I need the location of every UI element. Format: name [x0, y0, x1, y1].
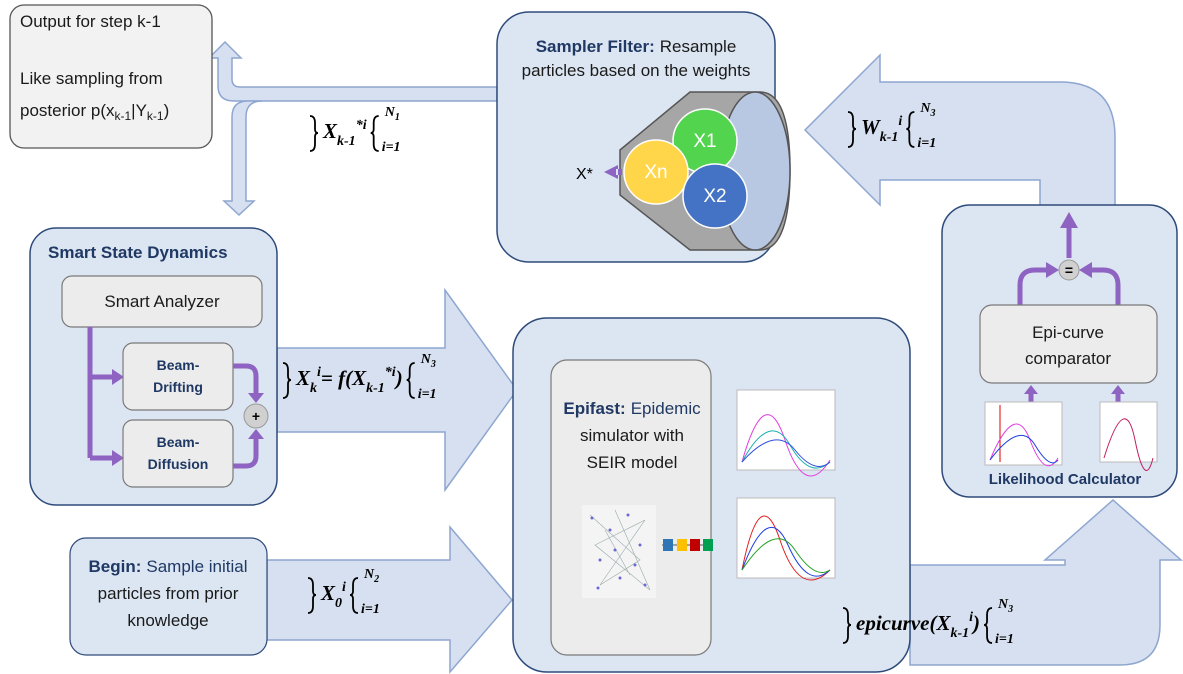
math-subscript: k [310, 381, 317, 396]
diagram: Output for step k-1 Like sampling from p… [0, 0, 1183, 674]
math-lower-limit: i=1 [361, 602, 380, 617]
text: ) [164, 101, 170, 120]
brace [371, 116, 379, 151]
begin-label: Begin: [89, 557, 142, 576]
epifast-line: SEIR model [587, 453, 678, 472]
math-expression: Xk-1*i [322, 118, 367, 149]
text: posterior p(x [20, 101, 115, 120]
text: |Y [131, 101, 147, 120]
epifast-line: Epifast: Epidemic [563, 399, 701, 418]
math-subscript: 0 [335, 596, 342, 611]
output-line: Like sampling from [20, 69, 163, 88]
initial-arrow [267, 527, 512, 672]
particle-label: X2 [703, 186, 726, 207]
text: Epidemic [631, 399, 701, 418]
comparator-label: Epi-curve [1032, 323, 1104, 342]
math-subscript: k-1 [366, 381, 385, 396]
diffusion-box [123, 420, 233, 487]
particle-label: Xn [644, 162, 667, 183]
weights-arrow [805, 55, 1115, 206]
math-subscript: 1 [395, 112, 400, 123]
output-title: Output for step k-1 [20, 12, 161, 31]
math-superscript: i [898, 114, 902, 129]
math-superscript: *i [356, 118, 367, 133]
brace [310, 116, 318, 151]
sampler-line: Sampler Filter: Resample [536, 37, 737, 56]
feedback-pipe-down [224, 101, 262, 215]
math-lower-limit: i=1 [382, 140, 401, 155]
sampler-label: Sampler Filter: [536, 37, 655, 56]
likelihood-title: Likelihood Calculator [989, 471, 1142, 488]
math-term: = f(X [321, 366, 367, 390]
analyzer-label: Smart Analyzer [104, 292, 220, 311]
diffusion-label: Diffusion [148, 456, 209, 472]
math-lower-limit: i=1 [418, 387, 437, 402]
diffusion-label: Beam- [157, 434, 200, 450]
math-term: X [295, 366, 311, 390]
subscript: k-1 [147, 109, 164, 123]
math-subscript: 3 [1007, 604, 1013, 615]
drifting-box [123, 343, 233, 410]
math-term: epicurve(X [856, 611, 951, 635]
math-lower-limit: i=1 [917, 136, 936, 151]
epifast-line: simulator with [580, 426, 684, 445]
text: Resample [660, 37, 737, 56]
combine-label: + [252, 408, 260, 424]
math-subscript: k-1 [880, 130, 899, 145]
math-subscript: 3 [430, 359, 436, 370]
comparator-box [980, 305, 1157, 383]
math-term: ) [971, 611, 980, 635]
network-image [582, 505, 656, 598]
math-superscript: *i [385, 365, 396, 380]
epifast-label: Epifast: [563, 399, 625, 418]
begin-line: knowledge [127, 611, 208, 630]
begin-line: particles from prior [98, 584, 239, 603]
math-subscript: 3 [929, 108, 935, 119]
begin-line: Begin:Sample initial [89, 557, 248, 576]
math-term: W [861, 115, 881, 139]
drifting-label: Beam- [157, 357, 200, 373]
drifting-label: Drifting [153, 379, 203, 395]
sampler-line: particles based on the weights [522, 61, 751, 80]
output-label: X* [576, 166, 593, 183]
output-line: posterior p(xk-1|Yk-1) [20, 101, 169, 123]
particle-label: X1 [693, 131, 716, 152]
comparator-label: comparator [1025, 349, 1111, 368]
math-term: X [322, 119, 338, 143]
subscript: k-1 [114, 109, 131, 123]
feedback-pipe [209, 42, 497, 101]
text: Sample initial [146, 557, 247, 576]
math-upper-limit: N1 [384, 105, 400, 123]
math-lower-limit: i=1 [995, 632, 1014, 647]
math-subscript: k-1 [337, 134, 356, 149]
ssd-title: Smart State Dynamics [48, 243, 228, 262]
math-superscript: i [342, 580, 346, 595]
math-subscript: 2 [373, 574, 379, 585]
equals-label: = [1065, 262, 1073, 278]
math-term: ) [394, 366, 403, 390]
math-term: X [320, 581, 336, 605]
math-subscript: k-1 [950, 626, 969, 641]
